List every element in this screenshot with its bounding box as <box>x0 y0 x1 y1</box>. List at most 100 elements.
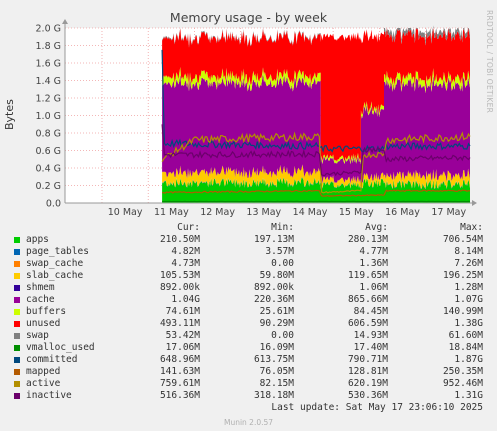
legend-name: shmem <box>26 282 55 293</box>
legend-row-shmem: shmem 892.00k 892.00k 1.06M 1.28M <box>0 282 497 294</box>
legend-row-buffers: buffers 74.61M 25.61M 84.45M 140.99M <box>0 306 497 318</box>
legend-header-min: Min: <box>271 222 294 233</box>
y-tick-label: 0.8 G <box>36 129 62 140</box>
area-cache <box>162 73 470 185</box>
legend-row-mapped: mapped 141.63M 76.05M 128.81M 250.35M <box>0 366 497 378</box>
legend-row-swap_cache: swap_cache 4.73M 0.00 1.36M 7.26M <box>0 258 497 270</box>
legend-cur: 141.63M <box>159 366 200 377</box>
legend-avg: 620.19M <box>347 378 388 389</box>
x-axis-arrow <box>472 200 477 206</box>
rrdtool-watermark: RRDTOOL / TOBI OETIKER <box>485 10 494 114</box>
legend-avg: 280.13M <box>347 234 388 245</box>
y-tick-label: 0.6 G <box>36 146 62 157</box>
legend-name: active <box>26 378 61 389</box>
legend-row-cache: cache 1.04G 220.36M 865.66M 1.07G <box>0 294 497 306</box>
legend-avg: 606.59M <box>347 318 388 329</box>
legend-max: 61.60M <box>448 330 483 341</box>
legend-cur: 105.53M <box>159 270 200 281</box>
legend-min: 25.61M <box>259 306 294 317</box>
x-tick-label: 10 May <box>108 207 143 218</box>
line-series <box>161 49 471 203</box>
legend-swatch <box>14 297 20 303</box>
legend-swatch <box>14 249 20 255</box>
last-update: Last update: Sat May 17 23:06:10 2025 <box>271 402 483 413</box>
legend-name: swap <box>26 330 49 341</box>
legend-header-avg: Avg: <box>365 222 388 233</box>
legend-min: 3.57M <box>265 246 294 257</box>
legend-max: 140.99M <box>442 306 483 317</box>
legend-row-inactive: inactive 516.36M 318.18M 530.36M 1.31G <box>0 390 497 402</box>
legend-cur: 210.50M <box>159 234 200 245</box>
legend-row-active: active 759.61M 82.15M 620.19M 952.46M <box>0 378 497 390</box>
legend-min: 82.15M <box>259 378 294 389</box>
legend-name: inactive <box>26 390 72 401</box>
legend-name: buffers <box>26 306 67 317</box>
legend-min: 0.00 <box>271 330 294 341</box>
line-committed <box>161 49 471 154</box>
x-tick-label: 12 May <box>200 207 235 218</box>
legend-min: 59.80M <box>259 270 294 281</box>
chart-title: Memory usage - by week <box>169 10 328 25</box>
legend-min: 220.36M <box>253 294 294 305</box>
legend-max: 706.54M <box>442 234 483 245</box>
legend-swatch <box>14 369 20 375</box>
x-tick-label: 14 May <box>293 207 328 218</box>
legend-avg: 790.71M <box>347 354 388 365</box>
legend-avg: 119.65M <box>347 270 388 281</box>
legend-swatch <box>14 261 20 267</box>
legend-avg: 14.93M <box>353 330 388 341</box>
line-inactive <box>161 124 471 177</box>
legend-avg: 865.66M <box>347 294 388 305</box>
legend-row-committed: committed 648.96M 613.75M 790.71M 1.87G <box>0 354 497 366</box>
legend-name: swap_cache <box>26 258 84 269</box>
legend-avg: 1.06M <box>359 282 388 293</box>
legend-name: cache <box>26 294 55 305</box>
legend-swatch <box>14 309 20 315</box>
legend-avg: 530.36M <box>347 390 388 401</box>
legend-max: 1.38G <box>454 318 483 329</box>
legend-max: 1.87G <box>454 354 483 365</box>
legend-max: 1.28M <box>454 282 483 293</box>
legend-swatch <box>14 333 20 339</box>
legend-avg: 84.45M <box>353 306 388 317</box>
legend-min: 0.00 <box>271 258 294 269</box>
legend-name: apps <box>26 234 49 245</box>
legend-min: 76.05M <box>259 366 294 377</box>
line-active <box>161 131 471 194</box>
y-tick-label: 0.4 G <box>36 164 62 175</box>
y-tick-label: 1.8 G <box>36 41 62 52</box>
tick-labels: 0.0 0.2 G 0.4 G 0.6 G 0.8 G 1.0 G 1.2 G 1.4 G 1.… <box>36 24 467 219</box>
legend-max: 952.46M <box>442 378 483 389</box>
legend-swatch <box>14 345 20 351</box>
legend-min: 90.29M <box>259 318 294 329</box>
legend-swatch <box>14 357 20 363</box>
x-tick-label: 11 May <box>154 207 189 218</box>
legend-cur: 53.42M <box>165 330 200 341</box>
legend-cur: 17.06M <box>165 342 200 353</box>
legend-min: 892.00k <box>253 282 294 293</box>
legend-row-slab_cache: slab_cache 105.53M 59.80M 119.65M 196.25M <box>0 270 497 282</box>
x-tick-label: 17 May <box>431 207 466 218</box>
legend-cur: 4.73M <box>171 258 200 269</box>
legend-row-vmalloc_used: vmalloc_used 17.06M 16.09M 17.40M 18.84M <box>0 342 497 354</box>
legend-cur: 1.04G <box>171 294 200 305</box>
legend-name: slab_cache <box>26 270 84 281</box>
legend-row-unused: unused 493.11M 90.29M 606.59M 1.38G <box>0 318 497 330</box>
legend-max: 8.14M <box>454 246 483 257</box>
legend-min: 613.75M <box>253 354 294 365</box>
legend-max: 196.25M <box>442 270 483 281</box>
legend-min: 197.13M <box>253 234 294 245</box>
legend-cur: 648.96M <box>159 354 200 365</box>
legend-swatch <box>14 393 20 399</box>
memory-area-chart: 0.0 0.2 G 0.4 G 0.6 G 0.8 G 1.0 G 1.2 G 1.4 G 1.… <box>36 19 477 219</box>
legend-cur: 516.36M <box>159 390 200 401</box>
legend-row-page_tables: page_tables 4.82M 3.57M 4.77M 8.14M <box>0 246 497 258</box>
y-tick-label: 1.4 G <box>36 76 62 87</box>
legend-cur: 74.61M <box>165 306 200 317</box>
legend-swatch <box>14 381 20 387</box>
legend-max: 7.26M <box>454 258 483 269</box>
legend-swatch <box>14 285 20 291</box>
y-tick-label: 1.0 G <box>36 111 62 122</box>
axes <box>62 19 477 206</box>
